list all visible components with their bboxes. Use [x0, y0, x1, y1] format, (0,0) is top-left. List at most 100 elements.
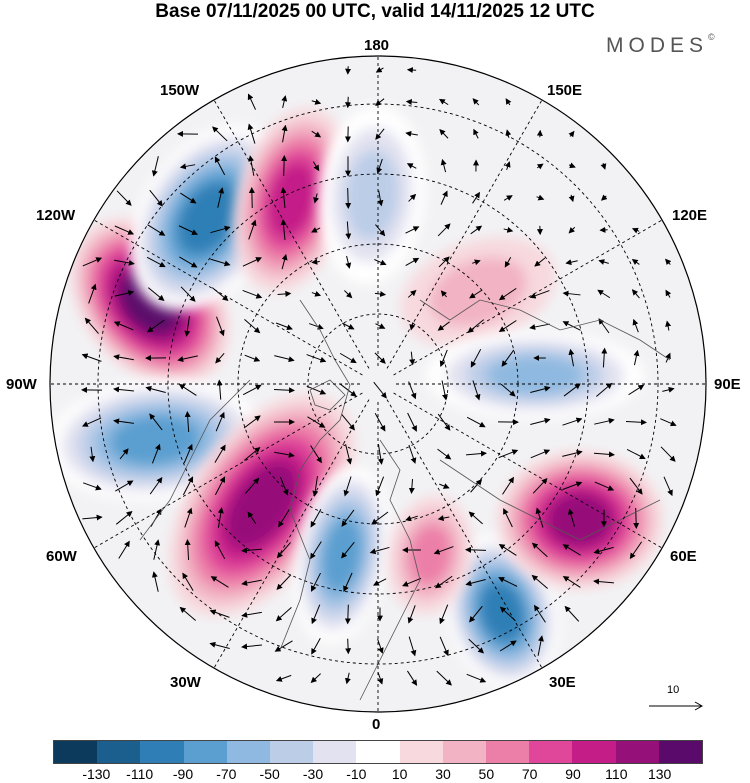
wind-arrow	[529, 323, 550, 330]
wind-arrow	[374, 291, 387, 297]
lon-label-90w: 90W	[6, 376, 37, 393]
wind-arrow	[306, 385, 327, 395]
colorbar-tick-label: 10	[391, 766, 408, 782]
wind-arrow	[341, 413, 355, 431]
wind-arrow	[214, 444, 226, 463]
wind-arrow	[465, 579, 486, 587]
lon-label-60e: 60E	[670, 548, 697, 565]
wind-arrow	[469, 289, 483, 299]
wind-arrow	[436, 670, 452, 686]
wind-arrow	[405, 130, 418, 137]
lon-label-30e: 30E	[549, 674, 576, 691]
wind-arrow	[343, 572, 353, 593]
wind-arrow	[345, 221, 352, 240]
wind-arrow	[151, 156, 159, 177]
wind-arrow	[119, 448, 129, 460]
wind-arrow	[439, 349, 448, 368]
lon-label-30w: 30W	[170, 674, 201, 691]
wind-arrow	[374, 259, 387, 266]
wind-arrow	[306, 354, 327, 363]
colorbar-tick-label: -50	[259, 766, 280, 782]
wind-arrow	[440, 158, 447, 173]
colorbar-swatch	[54, 741, 98, 763]
wind-vectors	[81, 66, 677, 686]
wind-arrow	[568, 348, 575, 367]
wind-arrow	[177, 355, 198, 363]
wind-arrow	[408, 636, 417, 657]
wind-arrow	[568, 226, 576, 234]
wind-arrow	[662, 386, 675, 393]
wind-arrow	[146, 319, 165, 333]
wind-arrow	[311, 604, 321, 625]
wind-arrow	[279, 476, 289, 496]
wind-arrow	[310, 509, 322, 528]
coastline	[419, 299, 671, 361]
vector-scale-value: 10	[667, 684, 680, 696]
wind-arrow	[151, 571, 159, 592]
lon-label-60w: 60W	[46, 548, 77, 565]
wind-arrow	[466, 416, 486, 428]
wind-arrow	[180, 192, 197, 204]
wind-arrow	[437, 515, 450, 522]
wind-arrow	[629, 477, 643, 495]
wind-arrow	[562, 544, 581, 556]
wind-arrow	[439, 636, 449, 657]
wind-arrow	[537, 635, 544, 656]
negative-anomaly-center	[425, 331, 645, 419]
wind-arrow	[562, 449, 583, 457]
wind-arrow	[277, 290, 292, 297]
wind-arrow	[568, 194, 575, 203]
anomaly-contour	[344, 149, 400, 241]
coastlines	[139, 299, 671, 701]
wind-arrow	[153, 539, 161, 560]
anomaly-contour	[429, 257, 527, 327]
colorbar-ticks: -130 -110 -90 -70 -50 -30 -10 10 30 50 70 90 110 130	[53, 767, 703, 783]
positive-anomaly-center	[497, 451, 663, 589]
wind-arrow	[184, 411, 191, 433]
wind-arrow	[631, 289, 640, 299]
colorbar-swatch	[97, 741, 141, 763]
wind-arrow	[529, 290, 550, 299]
wind-arrow	[281, 155, 288, 177]
wind-arrow	[405, 515, 419, 522]
wind-arrow	[311, 98, 322, 105]
latitude-circle	[97, 103, 659, 665]
wind-arrow	[147, 287, 165, 301]
wind-arrow	[183, 443, 193, 464]
wind-arrow	[311, 130, 322, 138]
wind-arrow	[568, 508, 575, 527]
meridian-line	[212, 399, 370, 671]
wind-arrow	[439, 98, 449, 106]
wind-arrow	[210, 258, 231, 267]
wind-arrow	[151, 443, 161, 464]
wind-arrow	[503, 195, 513, 201]
wind-arrow	[408, 444, 417, 464]
wind-arrow	[373, 381, 387, 399]
wind-arrow	[500, 383, 516, 397]
wind-arrow	[114, 259, 135, 266]
wind-arrow	[310, 541, 322, 560]
wind-arrow	[178, 384, 197, 396]
wind-arrow	[632, 318, 639, 333]
wind-arrow	[248, 187, 255, 209]
wind-arrow	[440, 190, 448, 205]
wind-arrow	[115, 480, 134, 492]
wind-arrow	[275, 606, 292, 622]
coastline	[139, 379, 251, 541]
wind-arrow	[217, 507, 224, 528]
wind-arrow	[243, 415, 261, 429]
wind-arrow	[310, 673, 321, 684]
wind-arrow	[311, 572, 321, 592]
wind-arrow	[665, 289, 672, 298]
colorbar-swatch	[226, 741, 271, 763]
wind-arrow	[664, 258, 672, 266]
wind-arrow	[179, 606, 196, 621]
wind-arrow	[563, 383, 581, 397]
wind-arrow	[408, 479, 415, 494]
colorbar-tick-label: 50	[478, 766, 495, 782]
wind-arrow	[434, 575, 453, 589]
wind-arrow	[214, 156, 226, 176]
wind-arrow	[501, 349, 515, 367]
wind-arrow	[149, 477, 163, 495]
wind-arrow	[212, 126, 228, 142]
